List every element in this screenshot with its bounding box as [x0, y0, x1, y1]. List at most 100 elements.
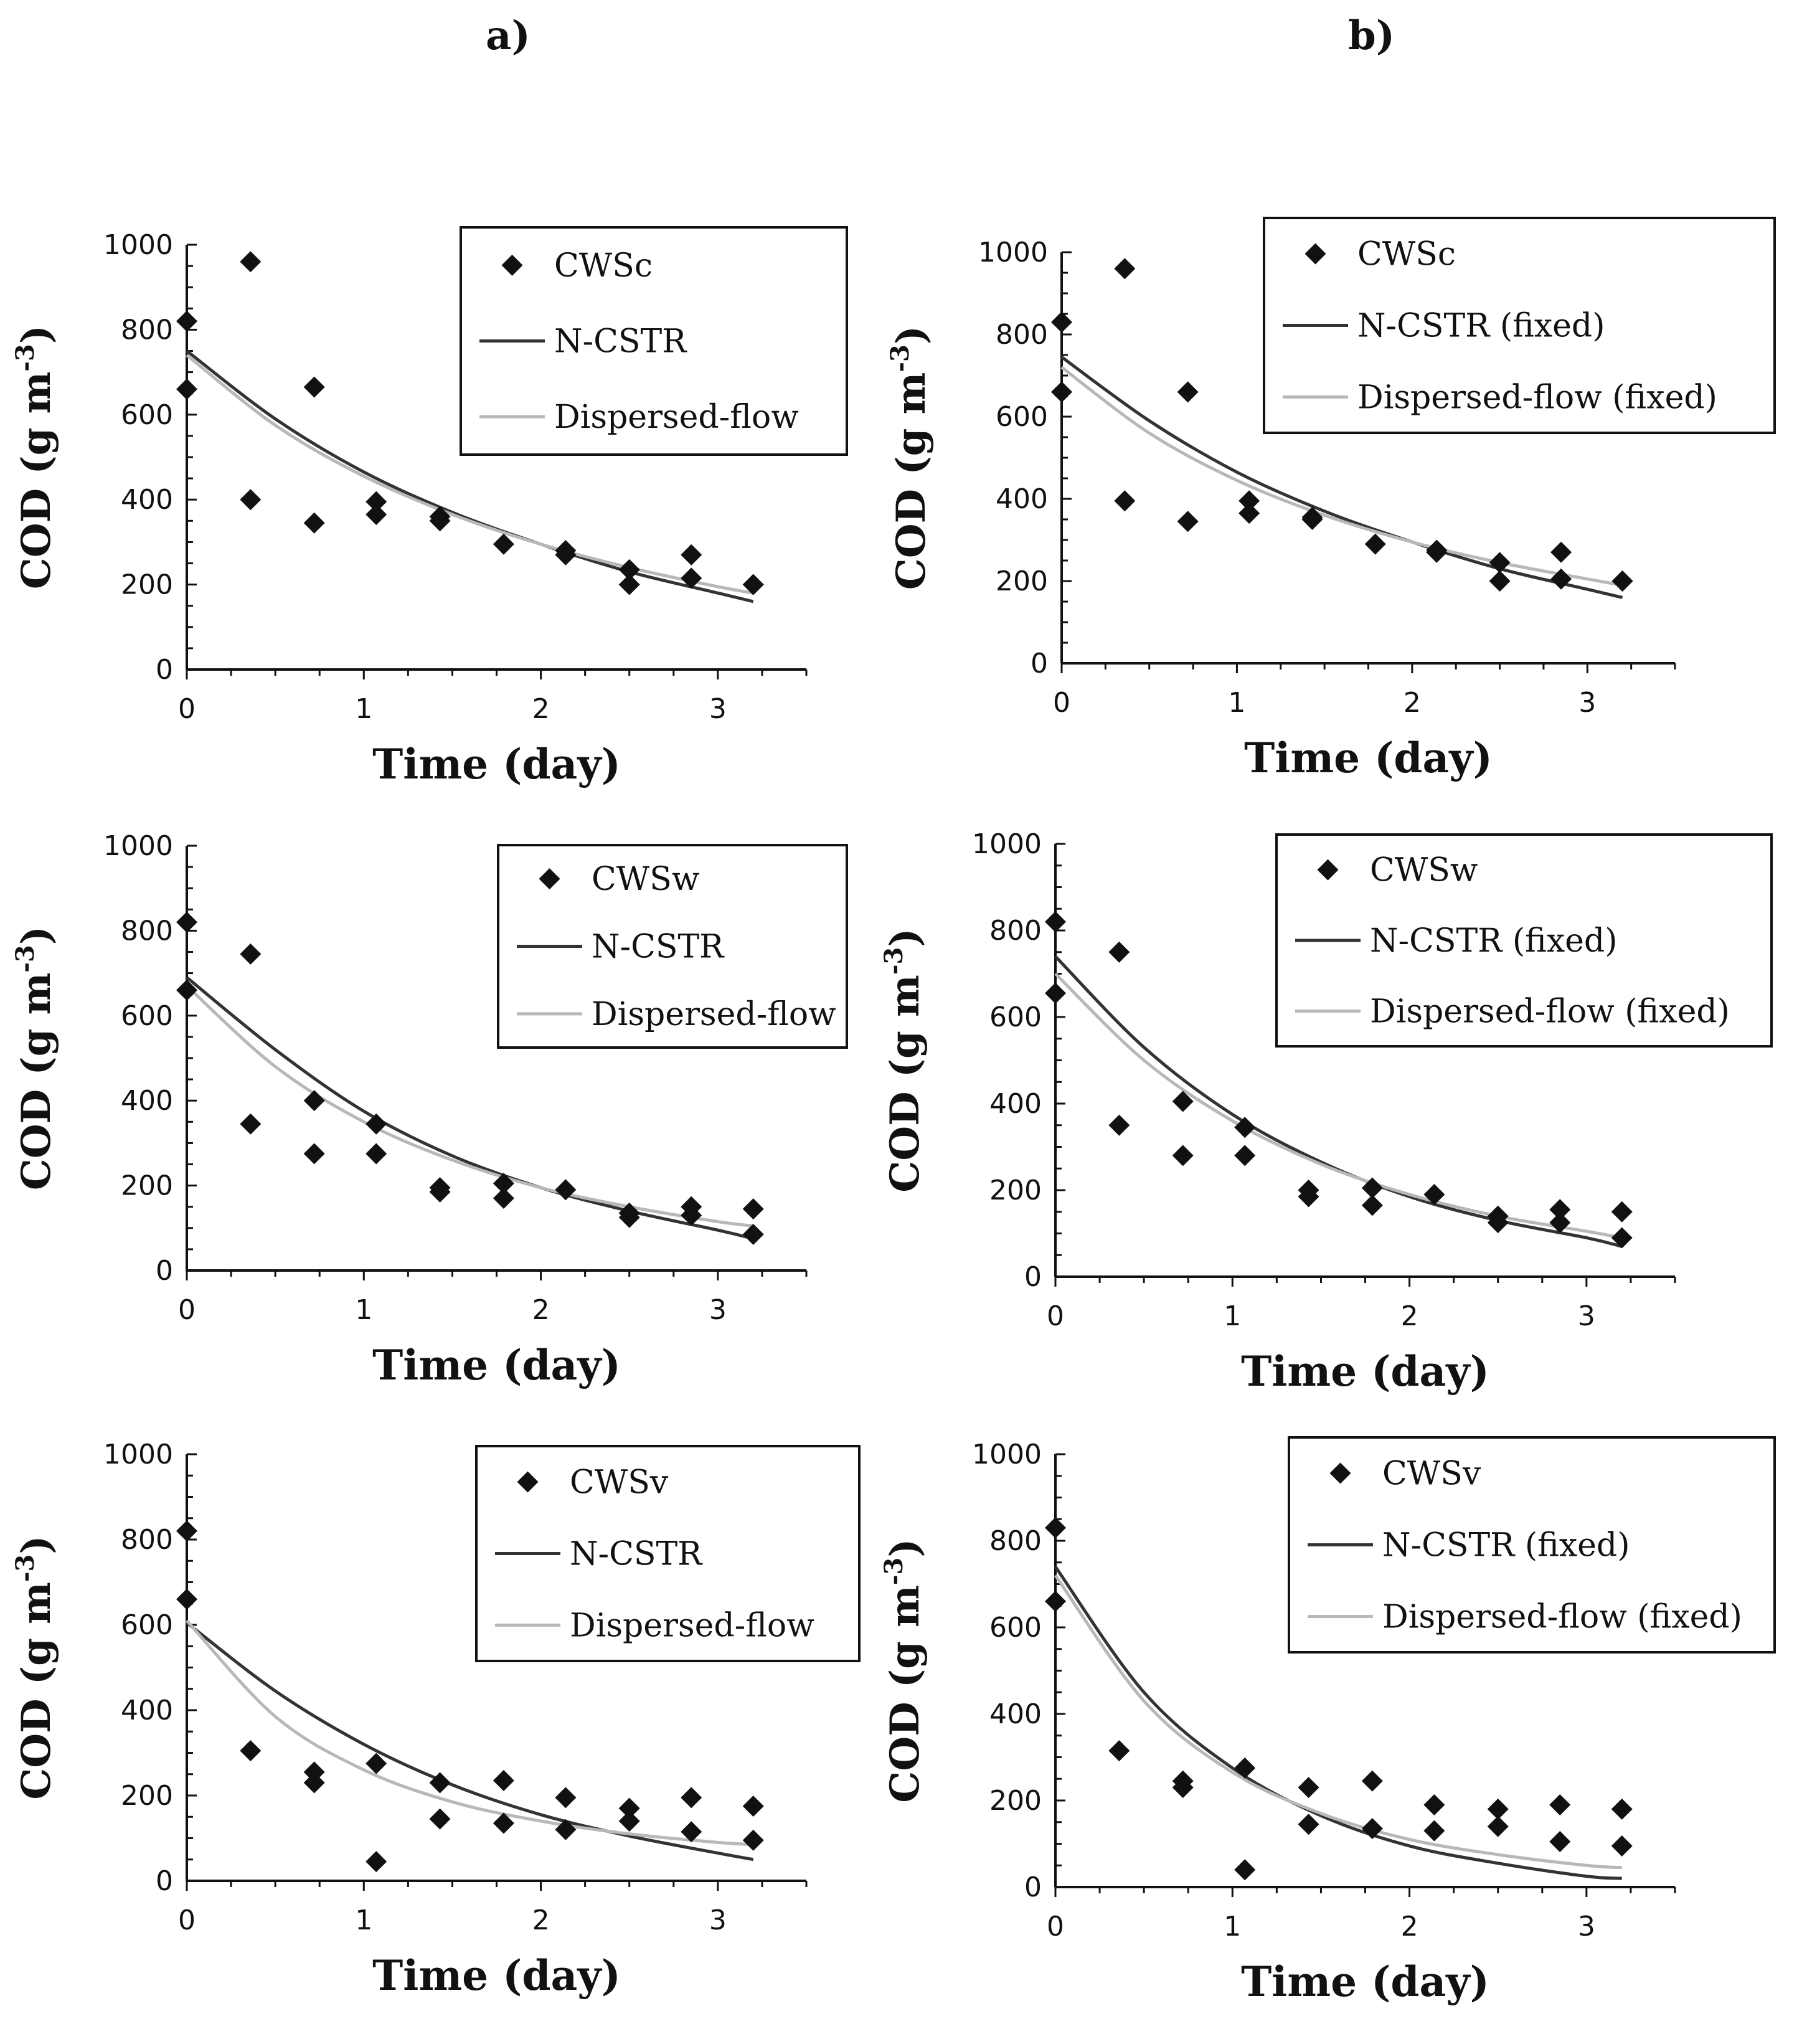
data-point: [240, 489, 262, 511]
data-point: [1051, 381, 1072, 403]
data-point: [176, 1520, 197, 1542]
legend-label: Dispersed-flow: [570, 1607, 814, 1645]
data-point: [742, 1796, 764, 1817]
legend-box: [1263, 217, 1776, 434]
x-tick-label: 0: [1047, 1300, 1064, 1332]
y-axis-title: COD (g m-3): [885, 326, 935, 590]
chart-panel-a2: 0 200 400 600 800 1000 0 1 2 3 Time (day) COD (g m-…: [11, 830, 848, 1389]
y-tick-label: 200: [121, 1780, 173, 1812]
x-axis-title: Time (day): [1244, 734, 1493, 782]
data-point: [366, 1753, 387, 1774]
x-tick-label: 1: [355, 1904, 372, 1936]
data-point: [493, 1173, 514, 1195]
data-point: [1550, 568, 1572, 590]
data-point: [493, 1188, 514, 1209]
data-point: [429, 1181, 451, 1203]
data-point: [681, 544, 702, 565]
legend-label: Dispersed-flow: [554, 399, 799, 436]
data-point: [176, 911, 197, 933]
data-point: [681, 1204, 702, 1226]
y-tick-label: 1000: [103, 229, 173, 261]
data-point: [1550, 541, 1572, 563]
data-point: [1108, 1740, 1130, 1762]
legend-label: N-CSTR (fixed): [1370, 922, 1618, 960]
data-point: [1426, 541, 1448, 563]
legend-label: Dispersed-flow: [592, 996, 836, 1033]
y-tick-label: 1000: [978, 237, 1048, 268]
data-point: [1611, 570, 1633, 592]
y-tick-label: 400: [989, 1088, 1042, 1120]
y-tick-label: 200: [989, 1785, 1042, 1817]
column-label-b: b): [1348, 12, 1395, 59]
data-point: [303, 1090, 325, 1112]
data-point: [240, 251, 262, 273]
y-tick-label: 800: [121, 915, 173, 947]
data-point: [1045, 911, 1066, 933]
y-tick-label: 200: [121, 1170, 173, 1202]
x-tick-label: 2: [532, 693, 550, 725]
data-point: [618, 1797, 640, 1819]
y-tick-label: 600: [121, 399, 173, 431]
legend-label: N-CSTR (fixed): [1382, 1527, 1630, 1564]
legend-label: CWSw: [1370, 852, 1478, 889]
legend-label: Dispersed-flow (fixed): [1370, 993, 1730, 1030]
data-point: [1234, 1145, 1256, 1166]
legend-label: CWSv: [570, 1464, 669, 1502]
y-tick-label: 600: [996, 401, 1048, 433]
x-tick-label: 3: [709, 693, 727, 725]
y-tick-label: 1000: [103, 830, 173, 862]
x-tick-label: 0: [178, 1904, 196, 1936]
data-point: [1361, 1818, 1383, 1840]
data-point: [1301, 509, 1323, 530]
y-tick-label: 400: [121, 1695, 173, 1726]
dispersed-flow-curve: [1054, 1574, 1622, 1870]
x-tick-label: 3: [1578, 687, 1596, 719]
data-point: [493, 1770, 514, 1792]
y-tick-label: 0: [1031, 648, 1048, 679]
data-point: [366, 504, 387, 526]
x-tick-label: 1: [355, 693, 372, 725]
y-tick-label: 600: [989, 1001, 1042, 1033]
data-point: [429, 510, 451, 532]
x-tick-label: 1: [355, 1294, 372, 1326]
y-tick-label: 200: [996, 565, 1048, 597]
data-point: [1108, 941, 1130, 963]
y-tick-label: 800: [989, 915, 1042, 947]
data-point: [1045, 982, 1066, 1004]
data-point: [1045, 1591, 1066, 1612]
legend-label: N-CSTR: [570, 1536, 703, 1573]
data-point: [1298, 1186, 1319, 1208]
data-point: [1423, 1794, 1445, 1815]
y-tick-label: 400: [121, 484, 173, 516]
y-tick-label: 1000: [972, 1439, 1042, 1470]
data-point: [1611, 1798, 1633, 1820]
data-point: [366, 1143, 387, 1165]
data-point: [555, 1179, 577, 1201]
data-point: [240, 1740, 262, 1762]
data-point: [742, 574, 764, 595]
data-point: [1611, 1835, 1633, 1857]
y-tick-label: 800: [996, 319, 1048, 351]
legend-label: N-CSTR: [554, 323, 687, 361]
legend-marker-icon: [517, 1471, 539, 1493]
x-tick-label: 0: [1047, 1911, 1064, 1942]
legend-label: N-CSTR (fixed): [1357, 308, 1605, 345]
data-point: [618, 1206, 640, 1228]
legend-marker-icon: [539, 868, 560, 890]
data-point: [1361, 1770, 1383, 1792]
data-point: [1177, 511, 1199, 532]
x-tick-label: 1: [1228, 687, 1245, 719]
x-tick-label: 3: [1578, 1300, 1595, 1332]
y-axis-title: COD (g m-3): [11, 325, 60, 589]
data-point: [1238, 503, 1260, 524]
data-point: [742, 1198, 764, 1220]
legend-label: CWSc: [1357, 236, 1456, 273]
y-tick-label: 400: [996, 483, 1048, 515]
dispersed-flow-curve: [186, 1619, 753, 1847]
data-point: [1172, 1091, 1194, 1112]
x-tick-label: 3: [709, 1294, 727, 1326]
x-tick-label: 1: [1224, 1300, 1241, 1332]
data-point: [493, 533, 514, 555]
n-cstr-curve: [1054, 1566, 1622, 1880]
